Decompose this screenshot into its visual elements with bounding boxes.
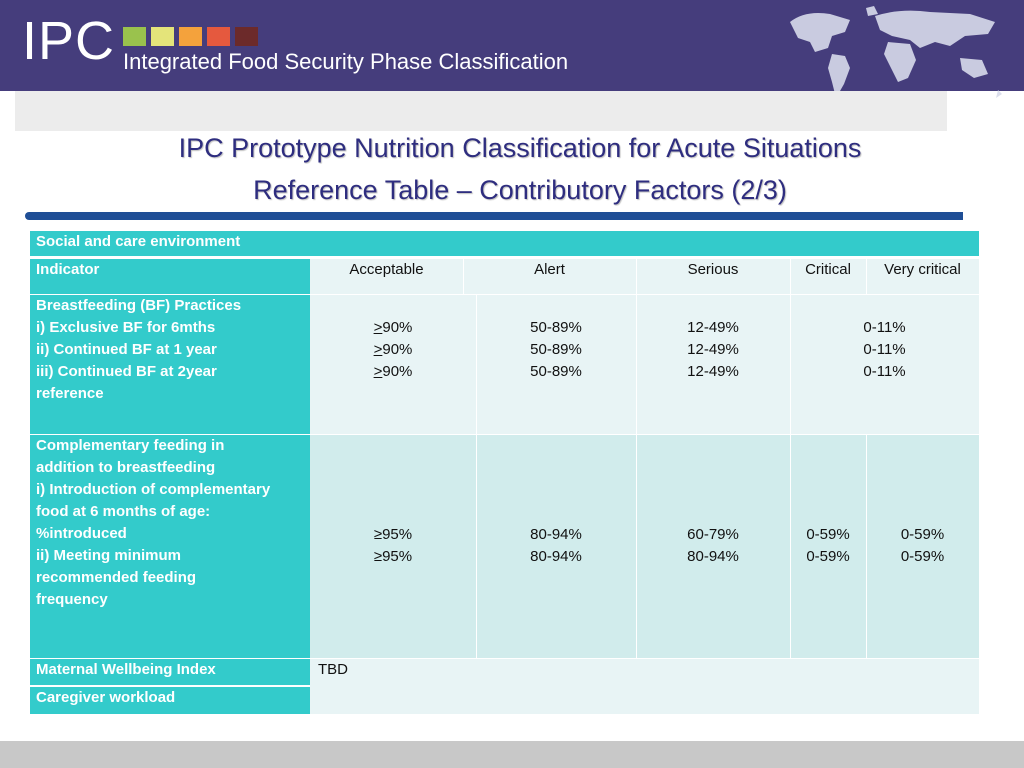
- bf-acceptable: >90% >90% >90%: [310, 295, 476, 434]
- page-subtitle: Reference Table – Contributory Factors (…: [253, 175, 787, 205]
- footer-band: [0, 741, 1024, 768]
- bf-label-line: iii) Continued BF at 2year: [36, 363, 217, 380]
- bf-alert-value: 50-89%: [530, 363, 582, 380]
- phase-square-2: [151, 27, 174, 46]
- world-map-icon: [790, 6, 1002, 98]
- cf-very-critical: 0-59% 0-59%: [866, 435, 979, 658]
- bf-acceptable-value: >90%: [373, 319, 413, 336]
- cf-critical: 0-59% 0-59%: [790, 435, 866, 658]
- bf-serious: 12-49% 12-49% 12-49%: [636, 295, 790, 434]
- bf-critical-value: 0-11%: [863, 341, 906, 358]
- header-acceptable: Acceptable: [310, 259, 463, 294]
- cf-serious-value: 60-79%: [687, 526, 739, 543]
- bf-alert: 50-89% 50-89% 50-89%: [476, 295, 636, 434]
- header-subtitle: Integrated Food Security Phase Classific…: [123, 49, 569, 74]
- header-very-critical: Very critical: [866, 259, 979, 294]
- grid-line: [636, 259, 637, 658]
- header-serious: Serious: [636, 259, 790, 294]
- title-divider: [25, 212, 963, 220]
- phase-square-5: [235, 27, 258, 46]
- grid-line: [463, 259, 464, 294]
- bf-critical: 0-11% 0-11% 0-11%: [790, 295, 979, 434]
- cf-label-line: addition to breastfeeding: [36, 459, 216, 476]
- cf-label-line: %introduced: [36, 525, 127, 542]
- phase-square-1: [123, 27, 146, 46]
- grid-line: [866, 259, 867, 294]
- bf-critical-value: 0-11%: [863, 363, 906, 380]
- cf-label-line: ii) Meeting minimum: [36, 547, 182, 564]
- bf-acceptable-value: >90%: [373, 341, 413, 358]
- bf-serious-value: 12-49%: [687, 319, 739, 336]
- row-label-complementary-feeding: Complementary feeding in addition to bre…: [30, 435, 310, 658]
- cf-label-line: frequency: [36, 591, 108, 608]
- grid-line: [866, 435, 867, 658]
- phase-color-squares: [123, 27, 258, 46]
- cf-alert-value: 80-94%: [530, 548, 582, 565]
- header-alert: Alert: [463, 259, 636, 294]
- grey-subheader-band: [15, 91, 947, 131]
- ipc-logo: IPC: [22, 11, 116, 71]
- cf-label-line: recommended feeding: [36, 569, 197, 586]
- bf-alert-value: 50-89%: [530, 341, 582, 358]
- cf-label-line: food at 6 months of age:: [36, 503, 211, 520]
- bf-label-line: i) Exclusive BF for 6mths: [36, 319, 216, 336]
- phase-square-3: [179, 27, 202, 46]
- grid-line: [790, 259, 791, 658]
- cf-serious: 60-79% 80-94%: [636, 435, 790, 658]
- cf-serious-value: 80-94%: [687, 548, 739, 565]
- row-label-caregiver-workload: Caregiver workload: [30, 687, 310, 714]
- phase-square-4: [207, 27, 230, 46]
- cf-alert-value: 80-94%: [530, 526, 582, 543]
- header-indicator: Indicator: [30, 259, 310, 294]
- header-critical: Critical: [790, 259, 866, 294]
- bf-label-line: ii) Continued BF at 1 year: [36, 341, 217, 358]
- cf-alert: 80-94% 80-94%: [476, 435, 636, 658]
- cf-critical-value: 0-59%: [806, 526, 850, 543]
- grid-line: [476, 295, 477, 658]
- cf-acceptable-value: ≥95%: [373, 548, 413, 565]
- cf-acceptable: ≥95% ≥95%: [310, 435, 476, 658]
- bf-alert-value: 50-89%: [530, 319, 582, 336]
- bf-serious-value: 12-49%: [687, 341, 739, 358]
- bf-label-line: reference: [36, 385, 104, 402]
- row-label-maternal-wellbeing: Maternal Wellbeing Index: [30, 659, 310, 685]
- bf-critical-value: 0-11%: [863, 319, 906, 336]
- page-title: IPC Prototype Nutrition Classification f…: [178, 133, 862, 163]
- row-label-breastfeeding: Breastfeeding (BF) Practices i) Exclusiv…: [30, 295, 310, 434]
- cf-label-line: Complementary feeding in: [36, 437, 225, 454]
- header-banner: IPC Integrated Food Security Phase Class…: [0, 0, 1024, 98]
- cf-very-critical-value: 0-59%: [900, 526, 945, 543]
- bf-acceptable-value: >90%: [373, 363, 413, 380]
- cf-critical-value: 0-59%: [806, 548, 850, 565]
- cf-very-critical-value: 0-59%: [900, 548, 945, 565]
- bf-serious-value: 12-49%: [687, 363, 739, 380]
- cf-label-line: i) Introduction of complementary: [36, 481, 271, 498]
- maternal-value: TBD: [310, 659, 979, 714]
- bf-label-line: Breastfeeding (BF) Practices: [36, 297, 242, 314]
- cf-acceptable-value: ≥95%: [373, 526, 413, 543]
- section-header: Social and care environment: [30, 231, 979, 256]
